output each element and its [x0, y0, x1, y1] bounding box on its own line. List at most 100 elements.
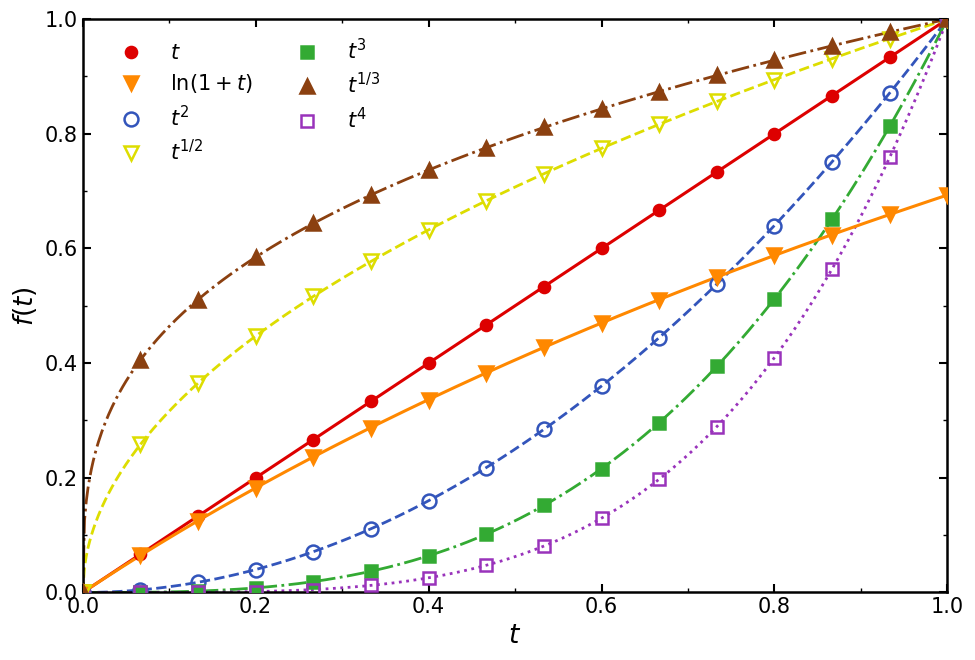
- $t$: [884, 53, 896, 61]
- Y-axis label: $f(t)$: $f(t)$: [11, 286, 39, 326]
- X-axis label: $t$: $t$: [509, 623, 522, 649]
- $t$: [768, 130, 780, 138]
- $t^2$: [768, 222, 780, 230]
- Line: $t^4$: $t^4$: [76, 13, 954, 599]
- $t$: [653, 207, 665, 215]
- $t^{1/2}$: [365, 257, 376, 265]
- $t^2$: [250, 566, 261, 574]
- $t$: [365, 397, 376, 405]
- $t^{1/3}$: [538, 123, 550, 131]
- $t^{1/3}$: [942, 15, 954, 23]
- $t^4$: [768, 354, 780, 362]
- $t^3$: [596, 465, 607, 473]
- $t^{1/2}$: [250, 332, 261, 340]
- $t^{1/2}$: [768, 76, 780, 84]
- $t^{1/2}$: [192, 379, 204, 387]
- $\ln(1+t)$: [135, 552, 146, 560]
- $t^3$: [653, 418, 665, 426]
- $t^{1/3}$: [711, 71, 722, 79]
- $t^2$: [365, 525, 376, 533]
- $t^{1/3}$: [768, 56, 780, 64]
- $\ln(1+t)$: [307, 453, 319, 461]
- $t$: [250, 474, 261, 482]
- $t^2$: [711, 280, 722, 288]
- $t^4$: [653, 475, 665, 483]
- $t^{1/2}$: [307, 292, 319, 300]
- $t^4$: [307, 585, 319, 593]
- $t$: [77, 589, 89, 597]
- $t^2$: [653, 334, 665, 342]
- $t^{1/2}$: [653, 120, 665, 128]
- $t$: [538, 282, 550, 290]
- $t^3$: [481, 530, 492, 538]
- $t^{1/2}$: [538, 170, 550, 178]
- $\ln(1+t)$: [481, 369, 492, 377]
- $t^4$: [596, 514, 607, 522]
- $t^3$: [365, 568, 376, 576]
- $t^4$: [192, 588, 204, 596]
- $t^4$: [711, 422, 722, 430]
- $t^4$: [481, 561, 492, 569]
- $t^4$: [135, 589, 146, 597]
- $t^{1/2}$: [826, 55, 838, 63]
- Legend: $t$, $\ln(1+t)$, $t^2$, $t^{1/2}$, $t^3$, $t^{1/3}$, $t^4$: $t$, $\ln(1+t)$, $t^2$, $t^{1/2}$, $t^3$…: [94, 30, 389, 173]
- Line: $t$: $t$: [77, 14, 953, 598]
- $t^{1/2}$: [942, 15, 954, 23]
- $\ln(1+t)$: [768, 251, 780, 259]
- $t^3$: [77, 589, 89, 597]
- $t^{1/3}$: [423, 166, 435, 174]
- $t^2$: [942, 15, 954, 23]
- $t^2$: [423, 497, 435, 505]
- $t$: [192, 512, 204, 520]
- $t^3$: [135, 588, 146, 596]
- $\ln(1+t)$: [538, 343, 550, 351]
- $t$: [711, 168, 722, 176]
- Line: $t^3$: $t^3$: [76, 13, 954, 599]
- $t^{1/3}$: [884, 28, 896, 36]
- $t^{1/2}$: [596, 145, 607, 152]
- $\ln(1+t)$: [250, 484, 261, 492]
- $t^{1/3}$: [596, 105, 607, 113]
- $\ln(1+t)$: [365, 424, 376, 432]
- $t^3$: [538, 502, 550, 510]
- $t^{1/2}$: [711, 98, 722, 106]
- Line: $t^{1/3}$: $t^{1/3}$: [76, 12, 955, 599]
- $t^{1/3}$: [250, 253, 261, 261]
- $t^4$: [884, 153, 896, 161]
- $t^{1/3}$: [307, 220, 319, 228]
- $\ln(1+t)$: [77, 589, 89, 597]
- $t^3$: [423, 552, 435, 560]
- $t^3$: [942, 15, 954, 23]
- $t^{1/2}$: [423, 226, 435, 234]
- $t^{1/3}$: [77, 589, 89, 597]
- $\ln(1+t)$: [596, 319, 607, 327]
- $t$: [307, 436, 319, 444]
- $t$: [826, 92, 838, 100]
- $\ln(1+t)$: [192, 517, 204, 525]
- $t^4$: [942, 15, 954, 23]
- $t^4$: [826, 265, 838, 273]
- $\ln(1+t)$: [826, 230, 838, 238]
- $t^{1/3}$: [365, 191, 376, 199]
- $t^2$: [307, 548, 319, 556]
- $t^{1/3}$: [481, 144, 492, 152]
- $t^2$: [481, 463, 492, 471]
- $t$: [596, 244, 607, 252]
- Line: $\ln(1+t)$: $\ln(1+t)$: [76, 188, 955, 599]
- $t^{1/3}$: [192, 296, 204, 304]
- Line: $t^{1/2}$: $t^{1/2}$: [76, 12, 955, 599]
- $t^2$: [884, 89, 896, 97]
- $t$: [423, 359, 435, 367]
- $t^4$: [250, 587, 261, 595]
- $t^3$: [192, 587, 204, 595]
- $t^3$: [768, 295, 780, 303]
- $\ln(1+t)$: [884, 211, 896, 218]
- $t^3$: [250, 584, 261, 592]
- $t^3$: [826, 215, 838, 223]
- $t^3$: [884, 122, 896, 130]
- $t^2$: [826, 158, 838, 166]
- $t^{1/2}$: [884, 34, 896, 42]
- Line: $t^2$: $t^2$: [76, 12, 955, 599]
- $t^2$: [192, 578, 204, 586]
- $\ln(1+t)$: [423, 395, 435, 403]
